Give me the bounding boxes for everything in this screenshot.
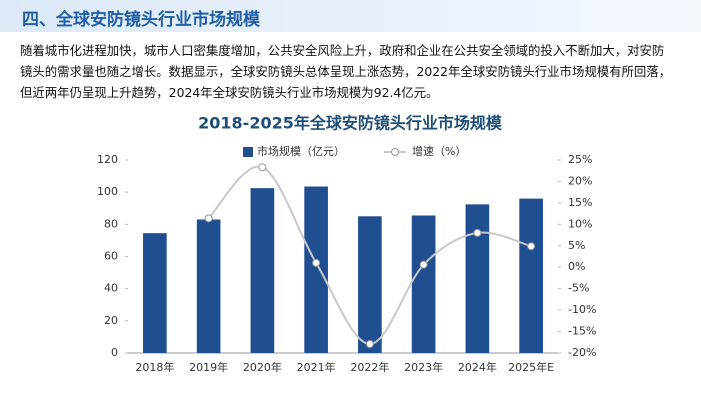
y-tick-label: 0 <box>111 346 118 359</box>
y2-tick-label: 5% <box>568 239 585 252</box>
y-tick-label: 20 <box>104 314 118 327</box>
legend-swatch <box>391 148 399 156</box>
y2-tick-label: 15% <box>568 196 592 209</box>
x-tick-label: 2019年 <box>189 360 228 374</box>
bar <box>196 219 221 353</box>
paragraph-line: 随着城市化进程加快，城市人口密集度增加，公共安全风险上升，政府和企业在公共安全领… <box>20 43 665 58</box>
x-tick-label: 2021年 <box>297 360 336 374</box>
y2-tick-label: 0% <box>568 260 585 273</box>
line-marker <box>258 163 267 172</box>
y2-tick-label: -15% <box>568 325 596 338</box>
line-marker <box>365 339 374 348</box>
line-marker <box>473 228 482 237</box>
line-marker <box>419 260 428 269</box>
y2-tick-label: 20% <box>568 174 592 187</box>
header-title: 四、全球安防镜头行业市场规模 <box>22 10 260 30</box>
x-tick-label: 2024年 <box>458 360 497 374</box>
x-tick-label: 2022年 <box>350 360 389 374</box>
bar <box>250 188 275 353</box>
bar <box>358 216 382 353</box>
x-tick-label: 2020年 <box>243 360 282 374</box>
line-marker <box>312 258 321 267</box>
legend-label: 市场规模（亿元） <box>257 144 345 158</box>
y2-tick-label: -10% <box>568 303 596 316</box>
y-tick-label: 60 <box>104 250 118 263</box>
y2-tick-label: -20% <box>568 346 596 359</box>
line-marker <box>527 242 536 251</box>
bar <box>304 186 328 353</box>
header: 四、全球安防镜头行业市场规模 <box>0 0 701 32</box>
paragraph-line: 镜头的需求量也随之增长。数据显示，全球安防镜头总体呈现上涨态势，2022年全球安… <box>20 64 672 79</box>
line-marker <box>204 214 213 223</box>
bar <box>143 233 167 353</box>
bar <box>411 215 436 353</box>
x-tick-label: 2025年E <box>508 360 554 374</box>
y-tick-label: 120 <box>97 153 118 166</box>
paragraph-line: 但近两年仍呈现上升趋势，2024年全球安防镜头行业市场规模为92.4亿元。 <box>20 85 439 100</box>
y-tick-label: 40 <box>104 282 118 295</box>
y-tick-label: 80 <box>104 217 118 230</box>
x-tick-label: 2018年 <box>135 360 174 374</box>
chart-title: 2018-2025年全球安防镜头行业市场规模 <box>198 114 503 133</box>
bar <box>519 198 543 353</box>
legend-swatch <box>243 147 253 157</box>
legend-label: 增速（%） <box>412 144 466 158</box>
x-tick-label: 2023年 <box>404 360 443 374</box>
bar <box>465 204 490 353</box>
y2-tick-label: -5% <box>568 282 589 295</box>
y-tick-label: 100 <box>97 185 118 198</box>
y2-tick-label: 10% <box>568 217 592 230</box>
y2-tick-label: 25% <box>568 153 592 166</box>
